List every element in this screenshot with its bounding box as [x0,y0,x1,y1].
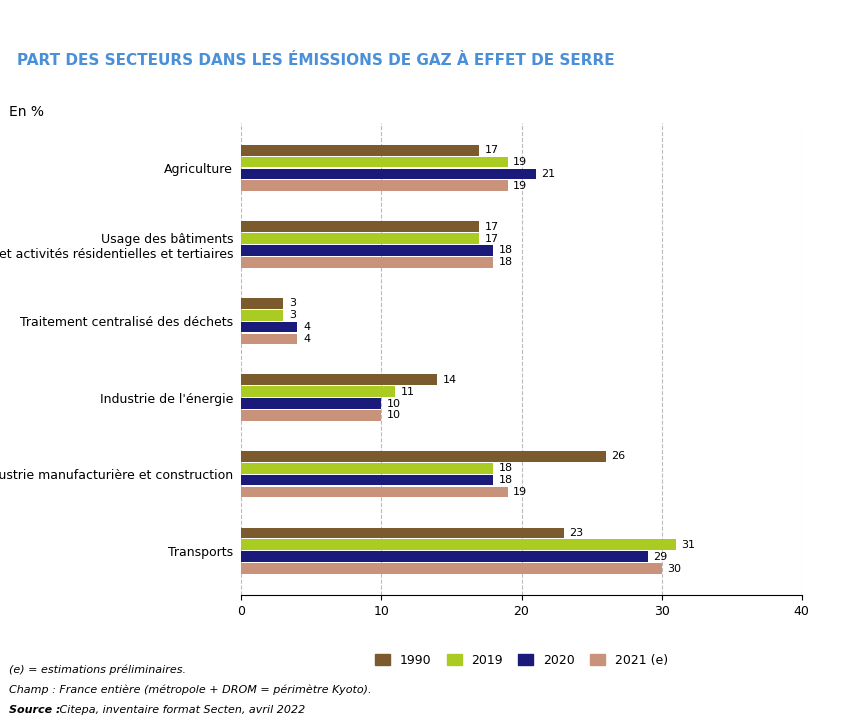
Text: 10: 10 [387,410,400,420]
Text: 18: 18 [499,475,512,485]
Text: PART DES SECTEURS DANS LES ÉMISSIONS DE GAZ À EFFET DE SERRE: PART DES SECTEURS DANS LES ÉMISSIONS DE … [17,54,614,68]
Text: Citepa, inventaire format Secten, avril 2022: Citepa, inventaire format Secten, avril … [56,705,305,715]
Text: 10: 10 [387,399,400,409]
Bar [241,322,297,333]
Bar [241,386,395,397]
Text: 11: 11 [400,387,414,396]
Bar [241,157,507,168]
Bar [241,333,297,344]
Bar [241,539,675,550]
Bar [241,563,661,574]
Text: (e) = estimations préliminaires.: (e) = estimations préliminaires. [9,664,185,674]
Text: 18: 18 [499,257,512,267]
Text: Source :: Source : [9,705,60,715]
Bar [241,463,493,473]
Bar [241,221,479,232]
Text: 4: 4 [303,334,310,344]
Bar [241,145,479,155]
Text: 19: 19 [512,487,527,497]
Bar [241,486,507,497]
Text: 19: 19 [512,157,527,167]
Text: 17: 17 [485,221,499,232]
Bar [241,451,604,462]
Text: 4: 4 [303,322,310,332]
Bar [241,298,283,309]
Bar [241,233,479,244]
Text: 17: 17 [485,145,499,155]
Bar [241,551,647,562]
Text: 30: 30 [666,563,680,574]
Bar [241,475,493,486]
Bar [241,410,381,421]
Bar [241,245,493,256]
Text: 19: 19 [512,181,527,191]
Text: Champ : France entière (métropole + DROM = périmètre Kyoto).: Champ : France entière (métropole + DROM… [9,685,371,695]
Text: 21: 21 [541,169,554,179]
Bar [241,168,535,179]
Bar [241,257,493,268]
Bar [241,399,381,409]
Legend: 1990, 2019, 2020, 2021 (e): 1990, 2019, 2020, 2021 (e) [369,649,672,672]
Text: En %: En % [9,105,44,119]
Text: 17: 17 [485,234,499,244]
Bar [241,375,437,386]
Text: 23: 23 [568,528,583,538]
Text: 31: 31 [680,540,694,550]
Bar [241,528,563,538]
Text: 3: 3 [288,298,295,309]
Text: 14: 14 [443,375,456,385]
Text: 26: 26 [610,452,624,462]
Text: 29: 29 [653,552,666,562]
Bar [241,310,283,320]
Text: 3: 3 [288,310,295,320]
Text: 18: 18 [499,463,512,473]
Text: 18: 18 [499,245,512,256]
Bar [241,181,507,191]
